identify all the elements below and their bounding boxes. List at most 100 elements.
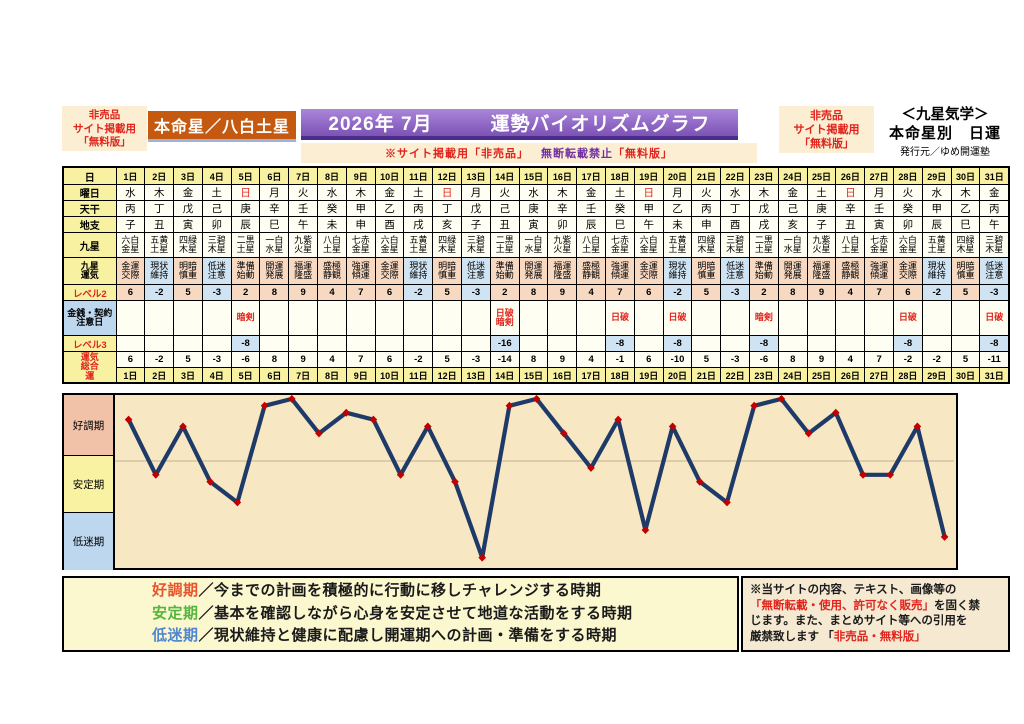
cell-star-luck: 低迷 注意 (201, 257, 232, 285)
cell-level3: -8 (605, 335, 635, 352)
cell-day: 24日 (777, 166, 808, 185)
cell-branch: 申 (345, 216, 376, 233)
cell-weekday: 金 (576, 184, 607, 201)
cell-caution (806, 300, 837, 336)
cell-stem: 辛 (835, 200, 866, 217)
cell-caution (950, 300, 981, 336)
cell-caution (547, 300, 578, 336)
cell-level3 (115, 335, 146, 352)
cell-level3: -16 (489, 335, 520, 352)
cell-level3 (432, 335, 463, 352)
rights-line: ※当サイトの内容、テキスト、画像等の (750, 584, 957, 596)
cell-day: 10日 (374, 367, 405, 384)
zone-legend-box: 好調期／今までの計画を積極的に行動に移しチャレンジする時期 安定期／基本を確認しな… (62, 576, 739, 652)
cell-branch: 子 (115, 216, 146, 233)
cell-total: 7 (864, 351, 895, 368)
cell-weekday: 水 (518, 184, 549, 201)
cell-star: 五黄 土星 (921, 232, 952, 258)
cell-total: -6 (749, 351, 779, 368)
data-point-marker (696, 477, 704, 486)
cell-weekday: 火 (691, 184, 722, 201)
cell-stem: 庚 (230, 200, 261, 217)
data-point-marker (505, 401, 514, 410)
cell-level3 (461, 335, 491, 352)
cell-weekday: 月 (259, 184, 290, 201)
cell-branch: 卯 (893, 216, 923, 233)
cell-weekday: 水 (115, 184, 146, 201)
row-label: 九星 (62, 232, 117, 258)
data-point-marker (560, 429, 568, 438)
cell-day: 20日 (662, 367, 693, 384)
cell-star-luck: 明暗 慎重 (173, 257, 203, 285)
cell-weekday: 火 (288, 184, 319, 201)
cell-caution: 日破 (893, 300, 923, 336)
cell-star-luck: 盛極 静観 (317, 257, 347, 285)
cell-day: 11日 (403, 367, 434, 384)
row-label: 日 (62, 166, 117, 185)
cell-stem: 丁 (432, 200, 463, 217)
cell-star-luck: 盛極 静観 (835, 257, 866, 285)
data-point-marker (152, 470, 160, 479)
data-point-marker (179, 422, 187, 431)
cell-day: 27日 (864, 166, 895, 185)
school-name: ＜九星気学＞ (901, 107, 989, 123)
rights-line: 「無断転載・使用、許可なく販売」を固く禁 (750, 599, 980, 612)
cell-caution (374, 300, 405, 336)
cell-level2: 2 (749, 284, 779, 301)
cell-day: 1日 (115, 367, 146, 384)
cell-level3 (288, 335, 319, 352)
row-label: 曜日 (62, 184, 117, 201)
cell-stem: 壬 (864, 200, 895, 217)
cell-branch: 酉 (720, 216, 751, 233)
data-point-marker (233, 498, 242, 507)
row-label: 運気 総合運 (62, 351, 117, 384)
cell-stem: 丁 (144, 200, 175, 217)
cell-level3: -8 (979, 335, 1010, 352)
cell-weekday: 日 (835, 184, 866, 201)
cell-stem: 丙 (691, 200, 722, 217)
cell-star: 四緑 木星 (173, 232, 203, 258)
zone-label-低迷期: 低迷期 (64, 512, 113, 570)
cell-stem: 甲 (921, 200, 952, 217)
cell-weekday: 木 (345, 184, 376, 201)
cell-level3 (259, 335, 290, 352)
cell-branch: 丑 (489, 216, 520, 233)
page-title: 2026年 7月 運勢バイオリズムグラフ (301, 109, 738, 140)
data-point-marker (668, 422, 677, 431)
cell-star: 三碧 木星 (720, 232, 751, 258)
cell-stem: 辛 (547, 200, 578, 217)
cell-caution (864, 300, 895, 336)
cell-star: 四緑 木星 (432, 232, 463, 258)
cell-day: 26日 (835, 166, 866, 185)
cell-star: 一白 水星 (777, 232, 808, 258)
cell-star: 四緑 木星 (691, 232, 722, 258)
cell-total: 6 (115, 351, 146, 368)
cell-star-luck: 準備 始動 (489, 257, 520, 285)
cell-star: 一白 水星 (259, 232, 290, 258)
cell-day: 6日 (259, 166, 290, 185)
cell-caution (921, 300, 952, 336)
legend-term: 好調期 (152, 582, 199, 600)
data-point-marker (315, 429, 323, 438)
cell-branch: 丑 (835, 216, 866, 233)
cell-branch: 酉 (374, 216, 405, 233)
cell-star: 七赤 金星 (864, 232, 895, 258)
cell-stem: 己 (489, 200, 520, 217)
cell-star-luck: 明暗 慎重 (950, 257, 981, 285)
cell-branch: 卯 (547, 216, 578, 233)
chart-zone-labels: 好調期 安定期 低迷期 (62, 393, 115, 570)
cell-day: 8日 (317, 166, 347, 185)
left-nonsale-badge: 非売品 サイト掲載用 「無料版」 (62, 106, 147, 151)
cell-total: 4 (835, 351, 866, 368)
cell-star-luck: 金運 交際 (633, 257, 664, 285)
cell-day: 3日 (173, 367, 203, 384)
cell-level3 (633, 335, 664, 352)
cell-star: 六白 金星 (893, 232, 923, 258)
cell-day: 28日 (893, 166, 923, 185)
cell-total: -2 (893, 351, 923, 368)
cell-star: 六白 金星 (374, 232, 405, 258)
cell-level3 (921, 335, 952, 352)
cell-total: 8 (259, 351, 290, 368)
data-point-marker (396, 470, 405, 479)
cell-level3 (806, 335, 837, 352)
